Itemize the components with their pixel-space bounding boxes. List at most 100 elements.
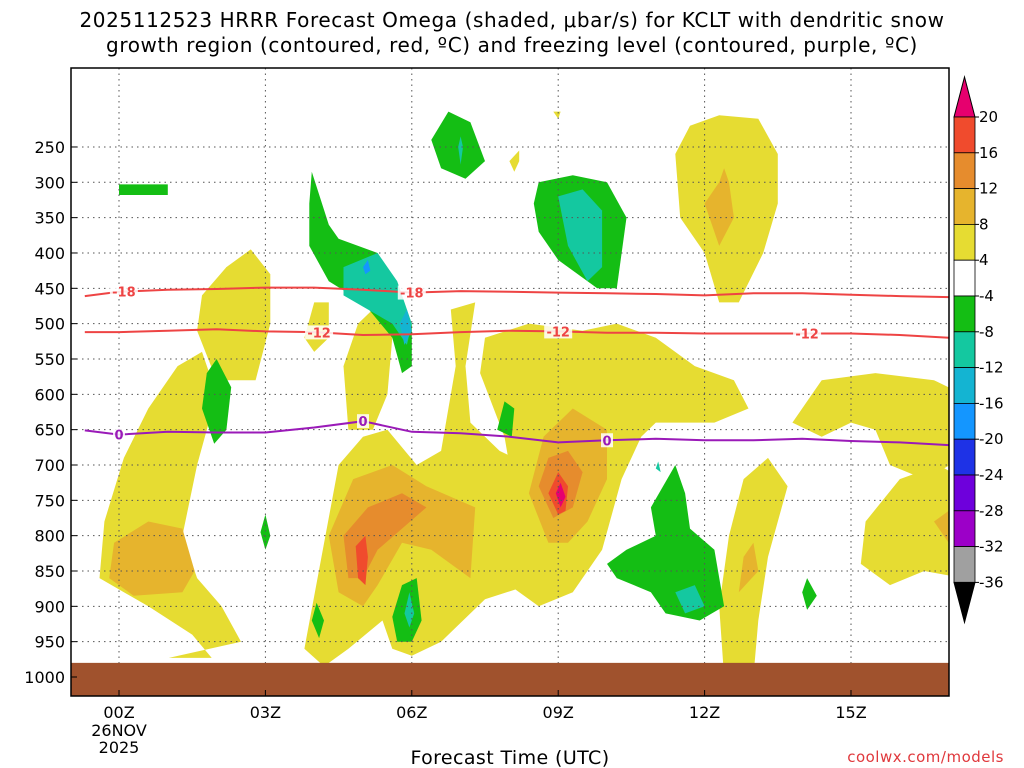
temperature-contours: -18 -18 -12 -12 -12 0 0 0 [84, 284, 949, 449]
ytick-label-950: 950 [34, 633, 65, 652]
credit-text: coolwx.com/models [847, 748, 1004, 766]
colorbar-over-triangle [953, 75, 976, 118]
isotherm-minus18-line [84, 286, 949, 299]
freezing-level-label-bg-0 [113, 427, 125, 442]
colorbar-bin-9 [953, 438, 976, 476]
omega-area-sinking-4 [802, 578, 817, 610]
colorbar-bin-11 [953, 510, 976, 547]
x-axis-label: Forecast Time (UTC) [410, 747, 609, 768]
date-label-1: 2025 [99, 738, 140, 757]
plot-frame [70, 67, 950, 697]
isotherm-minus12-label-bg-2 [793, 326, 822, 341]
ytick-label-900: 900 [34, 597, 65, 616]
colorbar-bin-0 [953, 116, 976, 154]
ytick-label-1000: 1000 [24, 668, 65, 687]
omega-area-rising-4 [860, 465, 949, 586]
ytick-label-700: 700 [34, 456, 65, 475]
ytick-label-500: 500 [34, 315, 65, 334]
ytick-label-350: 350 [34, 209, 65, 228]
xtick-label-12Z: 12Z [689, 703, 720, 722]
omega-area-sinking-4 [202, 359, 232, 444]
isotherm-minus12-label-2: -12 [795, 328, 819, 343]
omega-area-rising-8 [934, 510, 949, 543]
omega-area-rising-4 [792, 373, 949, 480]
ytick-label-400: 400 [34, 244, 65, 263]
isotherm-minus12-label-1: -12 [546, 325, 570, 340]
pressure-axis: 250 300 350 400 450 500 550 600 650 700 750 800 850 9… [24, 138, 77, 687]
freezing-level-label-bg-2 [601, 433, 613, 448]
isotherm-minus18-label-bg-0 [109, 284, 138, 299]
colorbar-bin-3 [953, 223, 976, 261]
colorbar-label-13: 20 [979, 108, 998, 126]
isotherm-minus12-label-0: -12 [307, 326, 331, 341]
colorbar-under-triangle [953, 581, 976, 625]
xtick-label-03Z: 03Z [250, 703, 281, 722]
xtick-label-09Z: 09Z [543, 703, 574, 722]
colorbar-bin-12 [953, 546, 976, 583]
colorbar-bin-6 [953, 331, 976, 368]
colorbar-bin-2 [953, 188, 976, 225]
ytick-label-300: 300 [34, 173, 65, 192]
omega-area-sinking-16 [363, 260, 371, 275]
chart-title-line-1: 2025112523 HRRR Forecast Omega (shaded, … [79, 8, 945, 32]
colorbar: -36 -32 -28 -24 -20 -16 -12 -8 -4 4 8 12 16 20 [953, 75, 1004, 625]
colorbar-label-12: 16 [979, 144, 998, 162]
omega-area-sinking-8 [343, 253, 412, 345]
ytick-label-800: 800 [34, 527, 65, 546]
colorbar-bin-7 [953, 367, 976, 404]
omega-area-sinking-4 [607, 465, 725, 621]
omega-area-sinking-4 [311, 602, 324, 639]
omega-area-rising-4 [509, 150, 520, 172]
omega-area-rising-4 [553, 111, 561, 119]
omega-area-rising-4 [197, 249, 271, 381]
colorbar-bin-4 [953, 259, 976, 297]
isotherm-minus18-label-0: -18 [112, 286, 136, 301]
omega-area-rising-4 [343, 309, 393, 430]
xtick-label-06Z: 06Z [396, 703, 427, 722]
colorbar-label-6: -12 [979, 359, 1004, 377]
ytick-label-750: 750 [34, 491, 65, 510]
freezing-level-label-2: 0 [602, 434, 611, 449]
omega-area-sinking-4 [431, 111, 485, 179]
colorbar-label-3: -24 [979, 466, 1004, 484]
colorbar-label-8: -4 [979, 287, 994, 305]
freezing-level-line [84, 420, 949, 447]
colorbar-label-2: -28 [979, 502, 1004, 520]
chart-title-line-2: growth region (contoured, red, ºC) and f… [106, 33, 918, 57]
ground-below-surface [71, 662, 949, 696]
colorbar-label-1: -32 [979, 538, 1004, 556]
xtick-label-15Z: 15Z [835, 703, 866, 722]
omega-area-sinking-8 [655, 461, 661, 473]
ytick-label-600: 600 [34, 385, 65, 404]
isotherm-minus18-label-bg-1 [397, 285, 426, 300]
omega-area-sinking-4 [119, 184, 168, 195]
isotherm-minus12-label-bg-1 [544, 324, 573, 339]
ytick-label-550: 550 [34, 350, 65, 369]
colorbar-bin-10 [953, 474, 976, 512]
omega-area-rising-16 [355, 535, 368, 586]
colorbar-label-11: 12 [979, 180, 998, 198]
ytick-label-450: 450 [34, 279, 65, 298]
colorbar-label-4: -20 [979, 430, 1004, 448]
freezing-level-label-1: 0 [358, 415, 367, 430]
omega-area-rising-8 [109, 521, 195, 596]
freezing-level-label-bg-1 [357, 414, 369, 429]
xtick-label-00Z: 00Z [103, 703, 134, 722]
omega-area-rising-20 [555, 482, 566, 508]
colorbar-bin-1 [953, 152, 976, 190]
omega-area-sinking-8 [458, 136, 463, 165]
omega-area-rising-8 [704, 168, 734, 246]
freezing-level-label-0: 0 [114, 429, 123, 444]
omega-area-rising-8 [738, 542, 759, 593]
omega-area-sinking-4 [260, 514, 271, 550]
colorbar-bin-8 [953, 402, 976, 440]
colorbar-label-9: 4 [979, 251, 989, 269]
colorbar-label-0: -36 [979, 573, 1004, 591]
colorbar-label-7: -8 [979, 323, 994, 341]
isotherm-minus18-label-1: -18 [400, 287, 424, 302]
omega-area-sinking-4 [497, 401, 515, 437]
omega-area-sinking-12 [399, 309, 412, 345]
colorbar-bin-5 [953, 295, 976, 333]
ytick-label-850: 850 [34, 562, 65, 581]
